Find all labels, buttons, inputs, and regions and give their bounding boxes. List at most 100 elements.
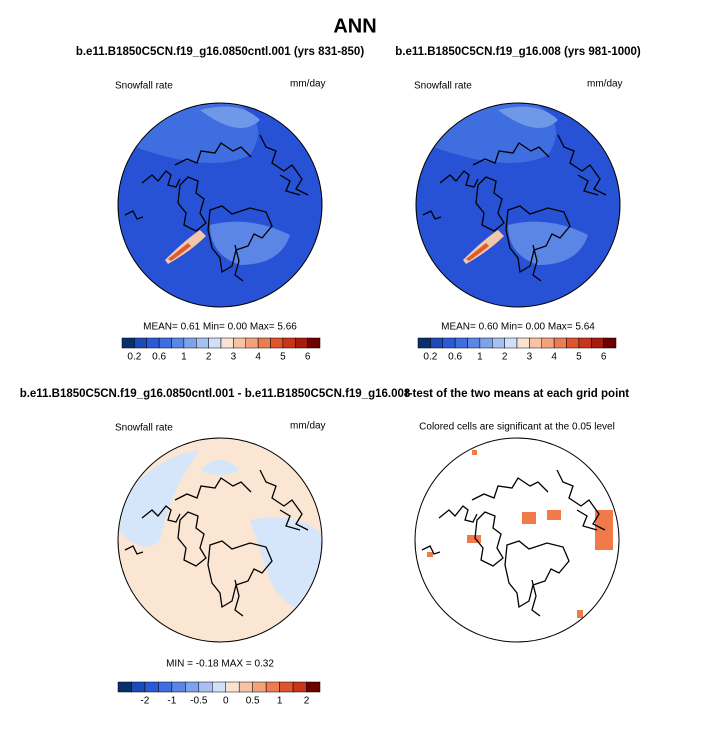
units-label: mm/day — [290, 79, 326, 90]
colorbar-box — [131, 681, 146, 693]
colorbar-box — [292, 681, 307, 693]
colorbar-label: -0.5 — [190, 696, 208, 707]
coastline — [474, 511, 504, 567]
colorbar-box — [566, 337, 580, 349]
coastline — [439, 170, 479, 188]
colorbar-box — [220, 337, 234, 349]
colorbar-box — [307, 337, 321, 349]
colorbar-box — [134, 337, 147, 349]
colorbar-box — [454, 337, 468, 349]
colorbar-box — [257, 337, 271, 349]
colorbar-box — [282, 337, 296, 349]
colorbar-box — [492, 337, 505, 349]
colorbar-label: 1 — [477, 352, 483, 363]
colorbar-label: -2 — [140, 696, 149, 707]
units-label: mm/day — [290, 421, 326, 432]
stats: MIN = -0.18 MAX = 0.32 — [166, 659, 274, 670]
significant-cells — [577, 610, 583, 618]
field-region — [168, 243, 191, 261]
colorbar-box — [252, 681, 267, 693]
coastline — [207, 205, 273, 274]
field — [415, 438, 619, 642]
colorbar-box — [504, 337, 518, 349]
coastline — [556, 469, 606, 531]
coastline — [279, 509, 301, 531]
colorbar-box — [158, 337, 172, 349]
panel-title: t-test of the two means at each grid poi… — [405, 388, 629, 400]
coastline — [531, 579, 541, 617]
significant-cells — [427, 552, 433, 557]
field-region — [118, 450, 200, 547]
colorbar-box — [591, 337, 604, 349]
coastline — [174, 477, 252, 501]
colorbar-label: -1 — [167, 696, 176, 707]
colorbar-label: 0.2 — [423, 352, 437, 363]
colorbar-box — [603, 337, 617, 349]
colorbar-label: 6 — [601, 352, 607, 363]
variable-label: Snowfall rate — [115, 423, 173, 434]
panel-subtitle: Colored cells are significant at the 0.0… — [419, 422, 615, 433]
colorbar-box — [245, 337, 259, 349]
colorbar-box — [196, 337, 209, 349]
coastline — [124, 545, 144, 555]
coastline — [177, 176, 207, 232]
map-border — [414, 437, 620, 643]
coastline — [141, 170, 181, 188]
colorbar-box — [270, 337, 284, 349]
field-region — [466, 243, 489, 261]
colorbar-box — [185, 681, 200, 693]
colorbar-box — [233, 337, 246, 349]
variable-label: Snowfall rate — [414, 81, 472, 92]
colorbar-label: 2 — [502, 352, 508, 363]
panel-title: b.e11.B1850C5CN.f19_g16.0850cntl.001 - b… — [20, 388, 411, 400]
stats: MEAN= 0.60 Min= 0.00 Max= 5.64 — [441, 322, 595, 333]
colorbar-label: 2 — [206, 352, 212, 363]
colorbar-box — [198, 681, 213, 693]
stats: MEAN= 0.61 Min= 0.00 Max= 5.66 — [143, 322, 297, 333]
colorbar-box — [578, 337, 592, 349]
colorbar-box — [279, 681, 294, 693]
map — [415, 438, 619, 642]
coastline — [532, 244, 542, 282]
significant-cells — [467, 535, 481, 543]
colorbar-box — [417, 337, 431, 349]
colorbar-box — [467, 337, 481, 349]
colorbar-box — [158, 681, 173, 693]
colorbar-box — [442, 337, 456, 349]
map-border — [415, 102, 621, 308]
colorbar-box — [117, 681, 132, 693]
colorbar-label: 0.6 — [152, 352, 166, 363]
colorbar-label: 1 — [181, 352, 187, 363]
coastline — [475, 176, 505, 232]
significant-cells — [472, 450, 477, 455]
field-region — [200, 106, 260, 128]
coastline — [141, 505, 181, 523]
coastline — [438, 505, 478, 523]
field-region — [200, 460, 240, 475]
colorbar-box — [295, 337, 308, 349]
map-border — [117, 437, 323, 643]
colorbar-label: 2 — [304, 696, 310, 707]
coastline — [259, 134, 309, 196]
coastline — [471, 477, 549, 501]
coastline — [207, 540, 273, 609]
coastline — [576, 509, 598, 531]
colorbar-box — [238, 681, 253, 693]
coastline — [577, 174, 599, 196]
colorbar-box — [146, 337, 160, 349]
colorbar-label: 4 — [551, 352, 557, 363]
coastline — [557, 134, 607, 196]
colorbar-box — [212, 681, 226, 693]
colorbar-box — [171, 337, 185, 349]
colorbar-box — [306, 681, 321, 693]
map — [416, 103, 620, 307]
colorbar-box — [541, 337, 555, 349]
significant-cells — [522, 512, 536, 524]
colorbar-label: 5 — [576, 352, 582, 363]
colorbar-box — [516, 337, 530, 349]
map — [118, 438, 322, 642]
colorbar-box — [121, 337, 135, 349]
colorbar-label: 4 — [255, 352, 261, 363]
